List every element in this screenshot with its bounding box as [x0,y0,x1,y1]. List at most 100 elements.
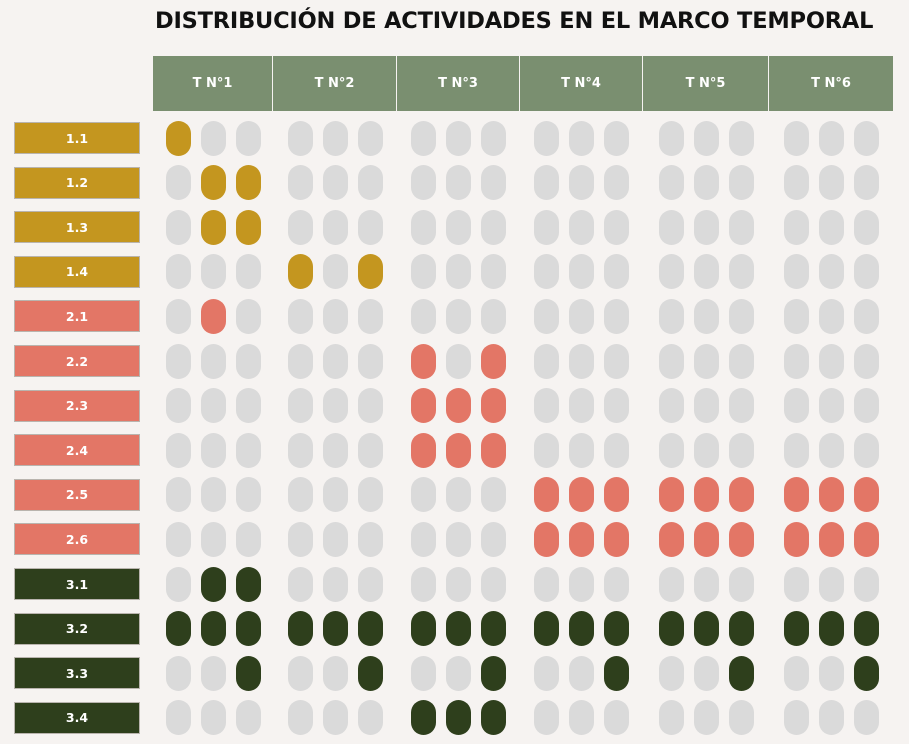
activity-slot [287,209,313,245]
activity-slot [534,209,559,245]
activity-slot [658,655,684,691]
activity-slot [569,700,594,736]
activity-slot [604,343,629,379]
activity-slot [784,521,809,557]
activity-slot [728,388,754,424]
activity-slot [446,611,471,647]
activity-slot [819,700,844,736]
activity-slot [819,209,844,245]
activity-slot [658,566,684,602]
activity-slot [200,432,226,468]
activity-slot [481,521,506,557]
activity-slot [534,432,559,468]
activity-slot [235,209,261,245]
activity-slot [287,120,313,156]
activity-slot [658,700,684,736]
activity-slot [819,611,844,647]
activity-slot [446,521,471,557]
activity-slot [165,611,191,647]
activity-slot [534,165,559,201]
activity-slot [200,254,226,290]
activity-slot [357,477,383,513]
activity-slot [411,566,436,602]
activity-label-3-4: 3.4 [14,701,140,734]
activity-slot [165,432,191,468]
activity-slot [604,611,629,647]
activity-slot [322,388,348,424]
activity-slot [728,432,754,468]
activity-slot [446,655,471,691]
activity-slot [819,566,844,602]
activity-slot [728,700,754,736]
activity-slot [728,298,754,334]
activity-slot [481,388,506,424]
activity-slot [854,298,879,334]
activity-slot [784,566,809,602]
activity-slot [322,343,348,379]
activity-slot [235,566,261,602]
activity-slot [569,388,594,424]
activity-slot [784,120,809,156]
activity-slot [481,209,506,245]
activity-slot [200,209,226,245]
activity-slot [481,700,506,736]
activity-slot [854,254,879,290]
activity-slot [658,611,684,647]
activity-slot [693,611,719,647]
activity-slot [569,477,594,513]
activity-slot [569,120,594,156]
activity-slot [604,120,629,156]
activity-slot [784,611,809,647]
activity-slot [728,254,754,290]
activity-slot [357,566,383,602]
activity-slot [854,165,879,201]
activity-slot [693,120,719,156]
period-header-1: T N°1 [153,56,273,111]
activity-slot [854,655,879,691]
activity-slot [411,120,436,156]
activity-slot [235,477,261,513]
activity-slot [604,566,629,602]
activity-slot [357,432,383,468]
activity-slot [604,254,629,290]
activity-slot [728,521,754,557]
activity-label-2-1: 2.1 [14,300,140,333]
activity-slot [481,655,506,691]
activity-slot [604,388,629,424]
activity-slot [693,700,719,736]
activity-slot [200,655,226,691]
activity-slot [534,254,559,290]
activity-slot [322,655,348,691]
activity-label-3-2: 3.2 [14,612,140,645]
activity-slot [693,298,719,334]
activity-slot [728,566,754,602]
activity-slot [784,343,809,379]
activity-slot [569,254,594,290]
activity-slot [446,165,471,201]
activity-slot [819,120,844,156]
activity-slot [658,432,684,468]
activity-slot [784,209,809,245]
activity-slot [693,388,719,424]
activity-slot [604,165,629,201]
activity-slot [235,432,261,468]
activity-slot [446,120,471,156]
activity-slot [481,165,506,201]
activity-slot [854,521,879,557]
activity-slot [165,521,191,557]
activity-slot [728,655,754,691]
activity-slot [446,209,471,245]
activity-slot [165,477,191,513]
activity-slot [569,521,594,557]
activity-slot [411,521,436,557]
activity-label-3-1: 3.1 [14,568,140,600]
activity-slot [287,343,313,379]
activity-slot [287,655,313,691]
activity-slot [200,388,226,424]
activity-slot [235,343,261,379]
activity-slot [604,209,629,245]
activity-slot [357,209,383,245]
activity-slot [200,120,226,156]
activity-slot [569,611,594,647]
activity-slot [165,165,191,201]
